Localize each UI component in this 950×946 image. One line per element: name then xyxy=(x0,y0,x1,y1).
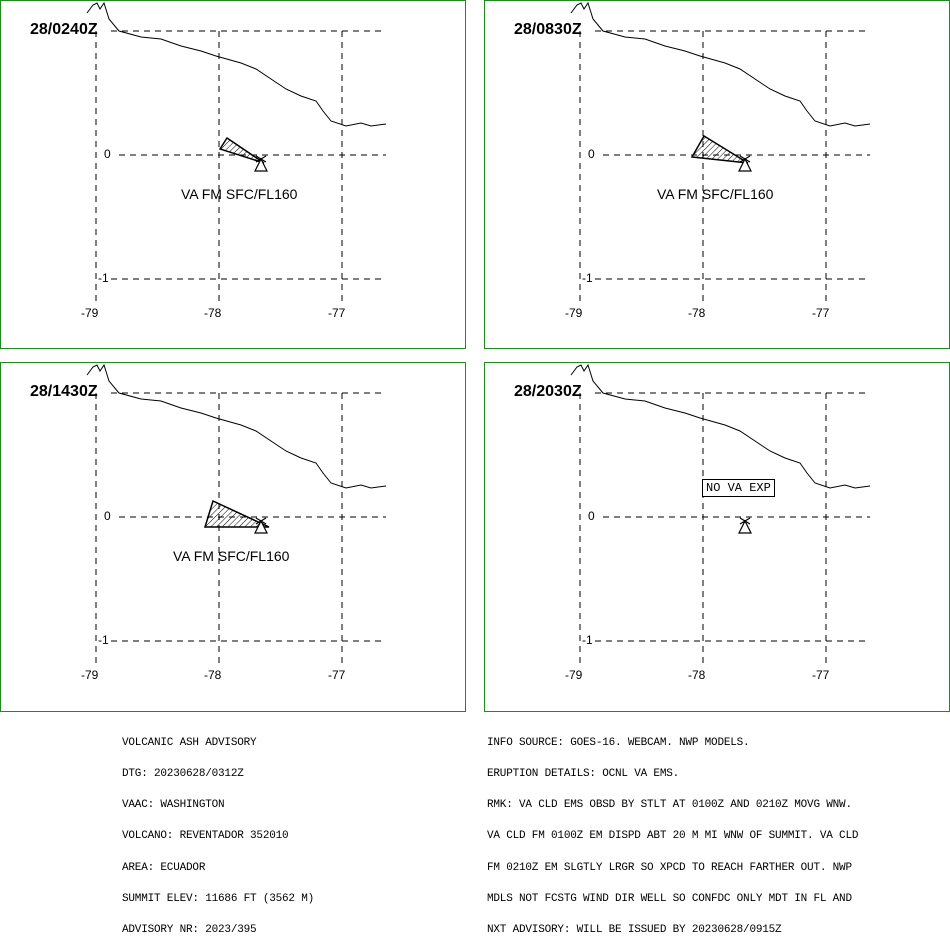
lat-tick: -1 xyxy=(98,633,109,647)
lat-tick: 0 xyxy=(588,147,595,161)
advisory-remarks-text: INFO SOURCE: GOES-16. WEBCAM. NWP MODELS… xyxy=(487,717,858,946)
lon-tick: -77 xyxy=(328,668,346,682)
coastline xyxy=(570,363,871,489)
lat-tick: 0 xyxy=(588,509,595,523)
lon-tick: -79 xyxy=(565,306,583,320)
volcano-symbol xyxy=(254,155,268,172)
advisory-line: ERUPTION DETAILS: OCNL VA EMS. xyxy=(487,768,680,781)
forecast-time: 28/2030Z xyxy=(514,383,582,400)
advisory-header-text: VOLCANIC ASH ADVISORY DTG: 20230628/0312… xyxy=(122,717,314,946)
volcano-symbol xyxy=(738,155,752,172)
ash-altitude-label: VA FM SFC/FL160 xyxy=(181,186,298,202)
volcano-symbol xyxy=(254,517,268,534)
advisory-line: ADVISORY NR: 2023/395 xyxy=(122,924,257,937)
lat-tick: -1 xyxy=(582,271,593,285)
ash-altitude-label: VA FM SFC/FL160 xyxy=(173,548,290,564)
lon-tick: -78 xyxy=(688,306,706,320)
map-graphic-2 xyxy=(570,1,871,301)
coastline xyxy=(86,1,387,127)
forecast-panel-4: 28/2030Z NO VA EXP 0 -1 -79 -78 -77 xyxy=(484,362,950,712)
forecast-time: 28/0830Z xyxy=(514,21,582,38)
map-graphic-4 xyxy=(570,363,871,663)
forecast-time: 28/1430Z xyxy=(30,383,98,400)
forecast-panel-3: 28/1430Z VA FM SFC/FL160 0 -1 -79 -78 -7… xyxy=(0,362,466,712)
advisory-line: MDLS NOT FCSTG WIND DIR WELL SO CONFDC O… xyxy=(487,892,852,905)
ash-altitude-label: VA FM SFC/FL160 xyxy=(657,186,774,202)
advisory-line: RMK: VA CLD EMS OBSD BY STLT AT 0100Z AN… xyxy=(487,799,852,812)
lat-tick: 0 xyxy=(104,147,111,161)
coastline xyxy=(86,363,387,489)
lat-tick: -1 xyxy=(582,633,593,647)
lon-tick: -79 xyxy=(81,306,99,320)
no-va-expected-box: NO VA EXP xyxy=(702,479,775,497)
map-graphic-3 xyxy=(86,363,387,663)
lon-tick: -78 xyxy=(204,306,222,320)
lon-tick: -79 xyxy=(565,668,583,682)
advisory-line: SUMMIT ELEV: 11686 FT (3562 M) xyxy=(122,892,315,905)
forecast-panel-2: 28/0830Z VA FM SFC/FL160 0 -1 -79 -78 -7… xyxy=(484,0,950,349)
advisory-line: AREA: ECUADOR xyxy=(122,861,206,874)
lat-tick: 0 xyxy=(104,509,111,523)
forecast-panel-1: 28/0240Z VA FM SFC/FL160 0 -1 -79 -78 -7… xyxy=(0,0,466,349)
lon-tick: -78 xyxy=(688,668,706,682)
advisory-line: INFO SOURCE: GOES-16. WEBCAM. NWP MODELS… xyxy=(487,736,750,749)
coastline xyxy=(570,1,871,127)
advisory-line: VOLCANIC ASH ADVISORY xyxy=(122,736,257,749)
map-graphic-1 xyxy=(86,1,387,301)
forecast-time: 28/0240Z xyxy=(30,21,98,38)
advisory-line: NXT ADVISORY: WILL BE ISSUED BY 20230628… xyxy=(487,924,782,937)
lon-tick: -77 xyxy=(812,306,830,320)
advisory-line: VAAC: WASHINGTON xyxy=(122,799,225,812)
advisory-line: VA CLD FM 0100Z EM DISPD ABT 20 M MI WNW… xyxy=(487,830,859,843)
ash-cloud-polygon xyxy=(218,136,265,164)
ash-cloud-polygon xyxy=(203,499,270,528)
lon-tick: -78 xyxy=(204,668,222,682)
lat-tick: -1 xyxy=(98,271,109,285)
lon-tick: -79 xyxy=(81,668,99,682)
lon-tick: -77 xyxy=(328,306,346,320)
lon-tick: -77 xyxy=(812,668,830,682)
ash-cloud-polygon xyxy=(690,134,749,164)
advisory-line: FM 0210Z EM SLGTLY LRGR SO XPCD TO REACH… xyxy=(487,861,852,874)
advisory-line: DTG: 20230628/0312Z xyxy=(122,768,244,781)
advisory-line: VOLCANO: REVENTADOR 352010 xyxy=(122,830,289,843)
volcano-symbol xyxy=(738,517,752,534)
